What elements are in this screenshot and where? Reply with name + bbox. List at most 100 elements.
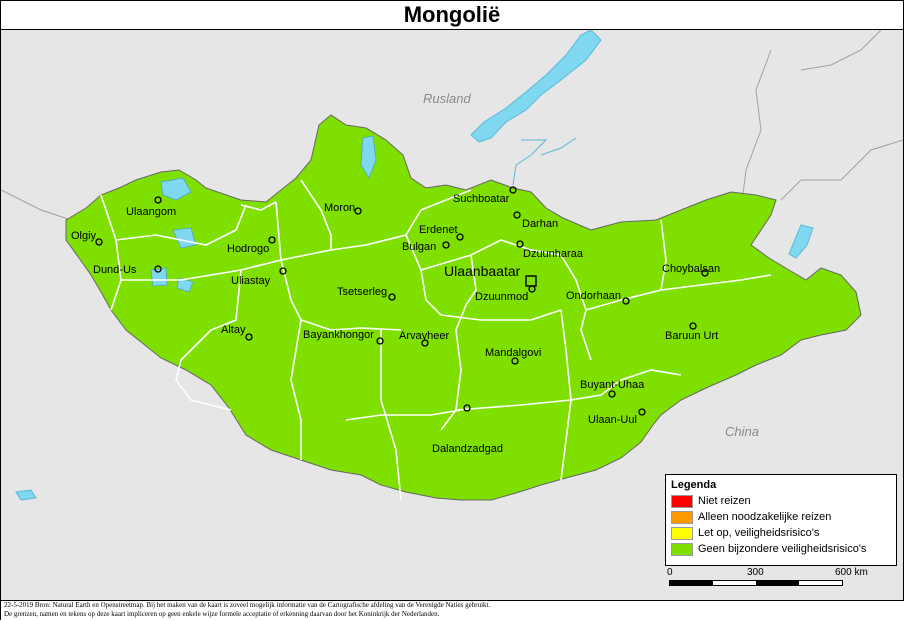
legend: Legenda Niet reizen Alleen noodzakelijke…	[665, 474, 897, 566]
capital-label: Ulaanbaatar	[444, 263, 521, 279]
city-marker	[638, 408, 646, 416]
border-line	[420, 239, 562, 271]
city-label: Altay	[221, 324, 246, 336]
city-label: Suchboatar	[453, 193, 510, 205]
lake-baikal	[470, 30, 602, 143]
city-marker	[245, 333, 253, 341]
city-label: Dzuunmod	[475, 291, 528, 303]
legend-item: Let op, veiligheidsrisico's	[671, 527, 819, 540]
city-marker	[608, 390, 616, 398]
city-label: Dund-Us	[93, 264, 137, 276]
city-label: Dzuunharaa	[523, 248, 584, 260]
city-marker	[388, 293, 396, 301]
city-label: Darhan	[522, 218, 558, 230]
inner-lakes	[150, 135, 377, 293]
lake-far-west	[15, 489, 37, 501]
legend-label: Let op, veiligheidsrisico's	[698, 527, 820, 539]
city-label: Choybalsan	[662, 263, 720, 275]
legend-swatch	[671, 527, 693, 540]
scale-label: 600 km	[835, 567, 868, 578]
legend-swatch	[671, 495, 693, 508]
border-line	[660, 219, 667, 291]
border-line	[780, 139, 903, 201]
city-marker	[154, 196, 162, 204]
city-marker	[509, 186, 517, 194]
legend-swatch	[671, 511, 693, 524]
scale-label: 300	[747, 567, 764, 578]
city-label: Buyant-Uhaa	[580, 379, 645, 391]
map-svg: Rusland China	[1, 30, 903, 501]
legend-label: Niet reizen	[698, 495, 751, 507]
scale-label: 0	[667, 567, 673, 578]
border-line	[175, 359, 232, 411]
border-line	[440, 329, 462, 431]
city-marker	[622, 297, 630, 305]
map-area: Rusland China	[1, 30, 903, 600]
footer-line: De grenzen, namen en tekens op deze kaar…	[4, 610, 440, 618]
legend-item: Niet reizen	[671, 495, 751, 508]
border-line	[380, 330, 402, 501]
border-line	[240, 201, 277, 211]
city-marker	[421, 339, 429, 347]
city-marker	[689, 322, 697, 330]
city-marker	[516, 240, 524, 248]
border-line	[290, 319, 302, 460]
legend-title: Legenda	[671, 479, 717, 491]
province-borders	[100, 179, 772, 501]
city-marker	[442, 241, 450, 249]
border-line	[280, 209, 422, 261]
lake-uvs	[160, 177, 192, 201]
city-marker	[511, 357, 519, 365]
city-label: Uliastay	[231, 275, 271, 287]
river-line	[512, 139, 548, 186]
city-marker	[95, 238, 103, 246]
border-line	[100, 194, 122, 311]
river-line	[540, 137, 577, 156]
city-marker	[463, 404, 471, 412]
city-marker	[701, 269, 709, 277]
city-label: Baruun Urt	[665, 330, 718, 342]
legend-label: Geen bijzondere veiligheidsrisico's	[698, 543, 867, 555]
city-label: Olgiy	[71, 230, 97, 242]
scale-segment	[756, 581, 799, 585]
map-title: Mongolië	[1, 1, 903, 30]
city-label: Moron	[324, 202, 355, 214]
border-line	[560, 309, 572, 481]
city-label: Bulgan	[402, 241, 436, 253]
city-markers	[95, 186, 709, 416]
border-line	[420, 189, 472, 211]
city-label: Erdenet	[419, 224, 458, 236]
city-marker	[354, 207, 362, 215]
lake-khovsgol	[360, 135, 377, 179]
city-marker	[279, 267, 287, 275]
city-marker	[268, 236, 276, 244]
border-line	[115, 204, 247, 246]
lake-khar	[176, 277, 194, 293]
border-line	[800, 30, 882, 71]
footer-credits: 22-5-2019 Bron: Natural Earth en Openstr…	[1, 600, 904, 621]
border-line	[180, 269, 242, 361]
city-label: Ulaan-Uul	[588, 414, 637, 426]
city-label: Arvayheer	[399, 330, 449, 342]
city-label: Ondorhaan	[566, 290, 621, 302]
city-label: Hodrogo	[227, 243, 269, 255]
border-line	[440, 309, 562, 321]
city-marker	[376, 337, 384, 345]
border-line	[740, 49, 772, 211]
city-label: Ulaangom	[126, 206, 176, 218]
legend-item: Alleen noodzakelijke reizen	[671, 511, 831, 524]
scale-bar: 0 300 600 km	[665, 567, 885, 597]
city-label: Dalandzadgad	[432, 443, 503, 455]
border-line	[121, 259, 282, 281]
city-label: Mandalgovi	[485, 347, 541, 359]
city-marker	[154, 265, 162, 273]
scale-segment	[670, 581, 713, 585]
scale-bar-graphic	[669, 580, 843, 586]
city-marker	[456, 233, 464, 241]
city-label: Tsetserleg	[337, 286, 387, 298]
city-labels: Ulaangom Olgiy Dund-Us Hodrogo Uliastay …	[71, 193, 720, 455]
lake-khyargas	[150, 267, 168, 287]
border-line	[585, 274, 772, 311]
border-line	[455, 369, 682, 411]
